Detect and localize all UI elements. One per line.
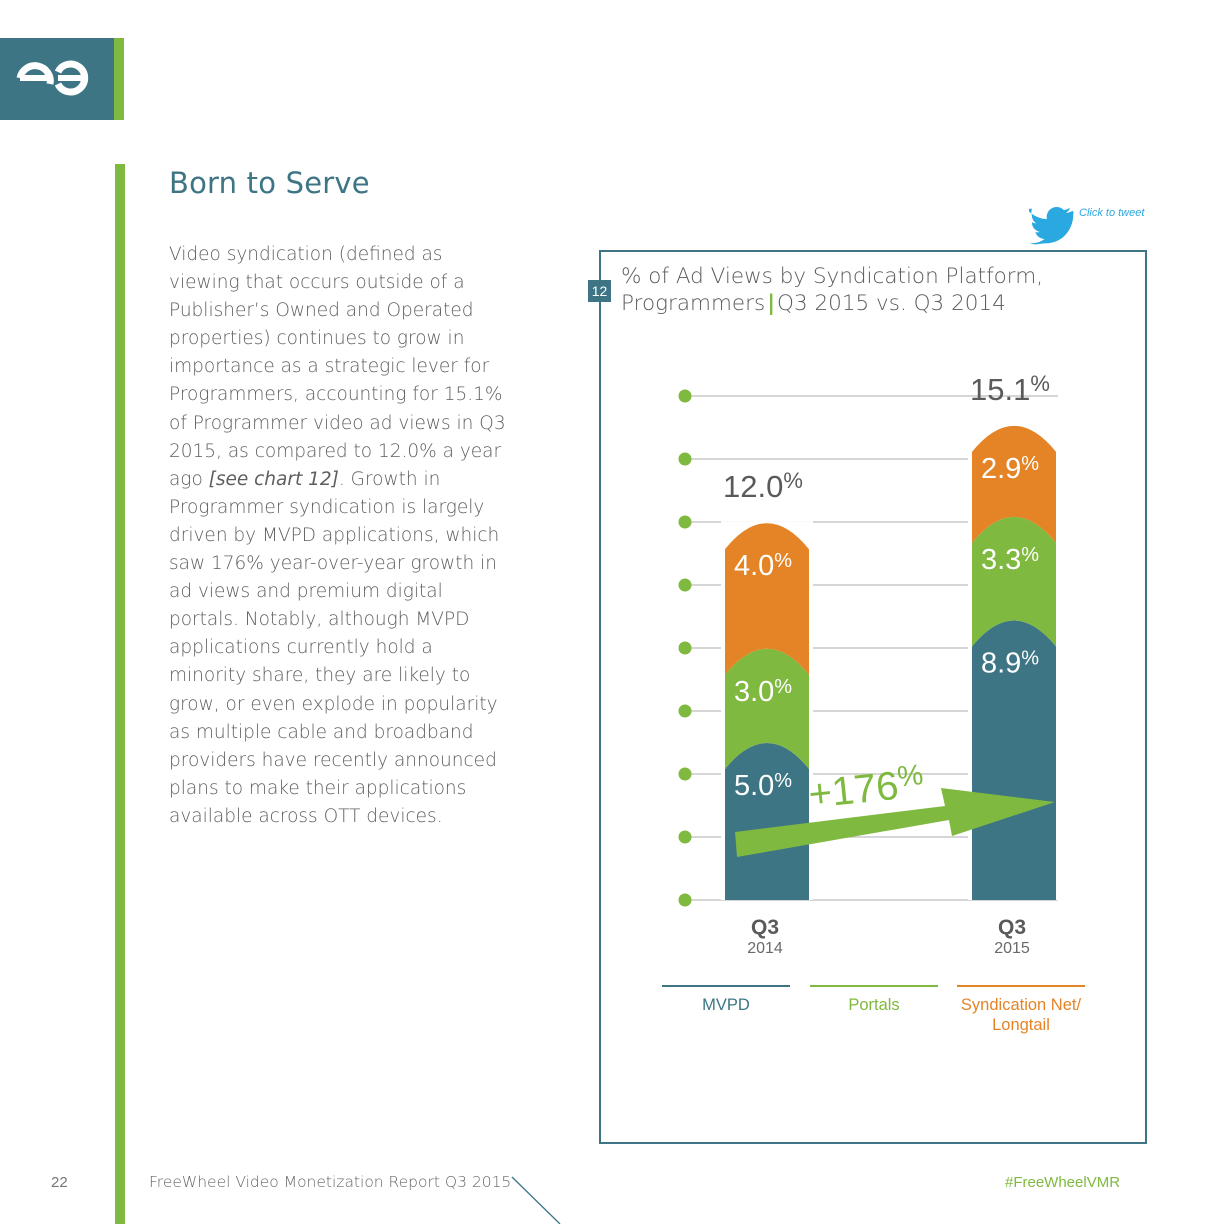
page-number: 22 xyxy=(51,1174,68,1191)
logo xyxy=(0,38,114,120)
body-text-part-1: Video syndication (defined as viewing th… xyxy=(169,244,506,490)
x-tick-label-year: 2014 xyxy=(747,940,783,957)
gridline-dot xyxy=(679,831,692,844)
gridline-dot xyxy=(679,768,692,781)
gridline-dot xyxy=(679,642,692,655)
bar-segment-mvpd-2014 xyxy=(725,743,809,900)
chart-number-badge: 12 xyxy=(588,280,611,302)
x-tick-label-quarter: Q3 xyxy=(751,916,779,939)
x-tick-label-year: 2015 xyxy=(994,940,1030,957)
percent-sign: % xyxy=(783,468,803,493)
body-paragraph: Video syndication (defined as viewing th… xyxy=(169,241,514,831)
growth-label: +176% xyxy=(806,759,926,817)
report-title: FreeWheel Video Monetization Report Q3 2… xyxy=(149,1173,511,1191)
percent-sign: % xyxy=(774,676,792,698)
freewheel-logo-icon xyxy=(14,58,94,98)
percent-sign: % xyxy=(774,550,792,572)
x-tick-label-quarter: Q3 xyxy=(998,916,1026,939)
gridline-dot xyxy=(679,579,692,592)
left-accent-bar xyxy=(115,164,125,1224)
page-title: Born to Serve xyxy=(169,166,370,200)
legend-label: Portals xyxy=(848,996,899,1014)
hashtag: #FreeWheelVMR xyxy=(1005,1174,1120,1191)
percent-sign: % xyxy=(774,770,792,792)
gridline-dot xyxy=(679,705,692,718)
click-to-tweet-label: Click to tweet xyxy=(1079,207,1144,219)
decorative-diagonal-line xyxy=(510,1175,570,1224)
chart-title-line-1: % of Ad Views by Syndication Platform, xyxy=(621,263,1121,290)
chart-title-separator: | xyxy=(765,291,777,316)
logo-accent-stripe xyxy=(114,38,124,120)
percent-sign: % xyxy=(1021,544,1039,566)
chart-title-period: Q3 2015 vs. Q3 2014 xyxy=(777,291,1006,316)
chart-reference: [see chart 12] xyxy=(209,469,339,490)
body-text-part-2: . Growth in Programmer syndication is la… xyxy=(169,469,499,827)
percent-sign: % xyxy=(896,759,925,794)
chart-title: % of Ad Views by Syndication Platform, P… xyxy=(621,263,1121,317)
gridline-dot xyxy=(679,516,692,529)
legend-label: Syndication Net/ xyxy=(961,996,1082,1014)
gridline-dot xyxy=(679,453,692,466)
chart-title-segment: Programmers xyxy=(621,291,765,316)
legend-label-line-2: Longtail xyxy=(992,1016,1050,1034)
click-to-tweet-button[interactable]: Click to tweet xyxy=(1029,205,1159,245)
bar-total-label: 12.0% xyxy=(723,468,803,504)
percent-sign: % xyxy=(1021,648,1039,670)
gridline-dot xyxy=(679,390,692,403)
twitter-bird-icon xyxy=(1029,205,1075,245)
legend-label: MVPD xyxy=(702,996,750,1014)
percent-sign: % xyxy=(1021,453,1039,475)
percent-sign: % xyxy=(1030,371,1050,396)
bar-total-label: 15.1% xyxy=(970,371,1050,407)
gridline-dot xyxy=(679,894,692,907)
stacked-bar-chart: 5.0%3.0%4.0%12.0%Q320148.9%3.3%2.9%15.1%… xyxy=(600,330,1140,1050)
chart-title-line-2: Programmers|Q3 2015 vs. Q3 2014 xyxy=(621,290,1121,317)
